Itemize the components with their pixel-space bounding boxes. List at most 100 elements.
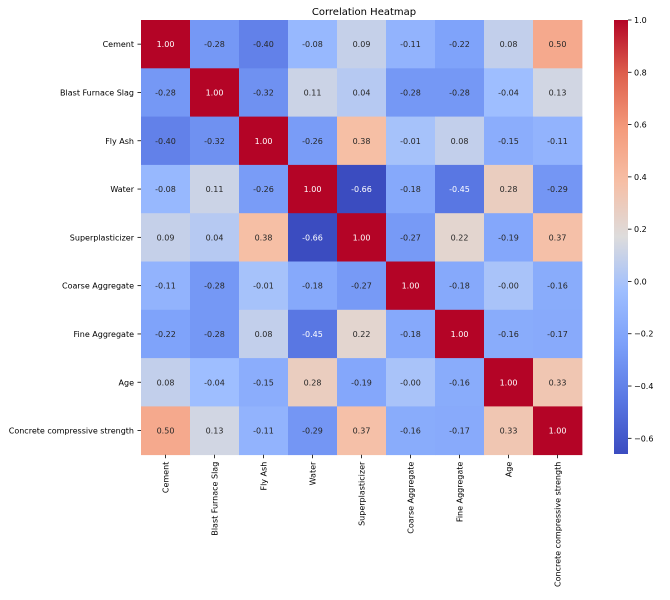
colorbar-tick-label: −0.6: [634, 434, 653, 443]
cell-annotation: 0.08: [255, 330, 273, 339]
colorbar: 1.0 0.8 0.6 0.4 0.2 0.0 −0.2 −0.4 −0.6: [614, 16, 653, 454]
cell-annotation: -0.00: [400, 378, 421, 387]
cell-annotation: -0.40: [253, 40, 274, 49]
cell-annotation: -0.27: [351, 282, 372, 291]
cell-annotation: -0.18: [302, 282, 323, 291]
cell-annotation: 0.22: [353, 330, 371, 339]
heatmap-cell: [435, 68, 485, 117]
heatmap-cell: [435, 213, 485, 262]
cell-annotation: -0.29: [302, 427, 323, 436]
cell-annotation: -0.19: [351, 378, 372, 387]
heatmap-cell: [190, 309, 240, 359]
cell-annotation: 1.00: [255, 137, 273, 146]
heatmap-cell: [533, 164, 583, 214]
heatmap-cell: [533, 68, 583, 117]
row-label: Fly Ash: [105, 137, 134, 146]
cell-annotation: -0.08: [155, 185, 176, 194]
heatmap-cell: [533, 213, 583, 262]
cell-annotation: -0.00: [498, 282, 519, 291]
cell-annotation: -0.28: [400, 88, 421, 97]
heatmap-cell: [288, 20, 338, 69]
heatmap-cell: [239, 164, 289, 214]
cell-annotation: 0.37: [549, 233, 567, 242]
cell-annotation: -0.18: [400, 330, 421, 339]
cell-annotation: -0.08: [302, 40, 323, 49]
heatmap-cell: [288, 68, 338, 117]
chart-title: Correlation Heatmap: [312, 7, 416, 18]
cell-annotation: 0.11: [304, 88, 322, 97]
cell-annotation: 1.00: [402, 282, 420, 291]
cell-annotation: 0.28: [500, 185, 518, 194]
cell-annotation: 0.37: [353, 427, 371, 436]
heatmap-cell: [337, 116, 387, 166]
row-label: Concrete compressive strength: [9, 427, 134, 436]
row-label: Superplasticizer: [70, 233, 135, 242]
heatmap-cell: [239, 358, 289, 407]
heatmap-cell: [386, 261, 436, 311]
heatmap-cell: [288, 116, 338, 166]
heatmap-cell: [337, 261, 387, 311]
cell-annotation: -0.29: [547, 185, 568, 194]
cell-annotation: -0.01: [400, 137, 421, 146]
cell-annotation: 1.00: [206, 88, 224, 97]
heatmap-cell: [337, 20, 387, 69]
column-labels: Cement Blast Furnace Slag Fly Ash Water Supe…: [162, 454, 563, 587]
cell-annotation: -0.04: [498, 88, 519, 97]
column-label: Fine Aggregate: [456, 462, 465, 523]
cell-annotation: 1.00: [304, 185, 322, 194]
cell-annotation: -0.26: [302, 137, 323, 146]
cell-annotation: 1.00: [157, 40, 175, 49]
cell-annotation: 0.04: [206, 233, 224, 242]
cell-annotation: -0.16: [449, 378, 470, 387]
cell-annotation: -0.28: [204, 40, 225, 49]
row-labels: Cement Blast Furnace Slag Fly Ash Water Supe…: [9, 40, 141, 436]
cell-annotation: 0.13: [549, 88, 567, 97]
cell-annotation: 0.38: [353, 137, 371, 146]
heatmap-cell: [386, 68, 436, 117]
cell-annotation: 0.08: [451, 137, 469, 146]
cell-annotation: 0.50: [157, 427, 175, 436]
cell-annotation: 0.09: [157, 233, 175, 242]
heatmap-cell: [141, 261, 191, 311]
cell-annotation: -0.22: [449, 40, 470, 49]
heatmap-cell: [190, 68, 240, 117]
heatmap-cell: [337, 164, 387, 214]
heatmap-cell: [386, 309, 436, 359]
cell-annotation: 0.08: [157, 378, 175, 387]
heatmap-cell: [337, 309, 387, 359]
heatmap-cell: [288, 406, 338, 456]
heatmap-cell: [239, 406, 289, 456]
heatmap-cell: [190, 213, 240, 262]
heatmap-cell: [484, 406, 534, 456]
cell-annotation: -0.45: [449, 185, 470, 194]
colorbar-tick-label: 0.4: [634, 173, 647, 182]
heatmap-cell: [435, 261, 485, 311]
heatmap-cell: [533, 116, 583, 166]
heatmap-cell: [141, 116, 191, 166]
colorbar-tick-label: −0.4: [634, 382, 653, 391]
cell-annotation: -0.19: [498, 233, 519, 242]
heatmap-cell: [288, 213, 338, 262]
colorbar-tick-label: 0.6: [634, 121, 647, 130]
heatmap-cell: [239, 68, 289, 117]
cell-annotation: 0.33: [500, 427, 518, 436]
heatmap-cell: [435, 164, 485, 214]
colorbar-tick-label: 0.8: [634, 68, 647, 77]
heatmap-cell: [533, 309, 583, 359]
row-label: Coarse Aggregate: [62, 282, 134, 291]
cell-annotation: 0.28: [304, 378, 322, 387]
heatmap-cell: [288, 358, 338, 407]
heatmap-cell: [141, 309, 191, 359]
cell-annotation: -0.45: [302, 330, 323, 339]
cell-annotation: -0.04: [204, 378, 225, 387]
heatmap-cell: [239, 261, 289, 311]
heatmap-cell: [239, 213, 289, 262]
column-label: Concrete compressive strength: [554, 462, 563, 587]
heatmap-cell: [190, 358, 240, 407]
heatmap-cell: [386, 406, 436, 456]
colorbar-tick-label: 1.0: [634, 16, 647, 25]
heatmap-cell: [533, 261, 583, 311]
cell-annotation: 0.50: [549, 40, 567, 49]
heatmap-cell: [533, 406, 583, 456]
